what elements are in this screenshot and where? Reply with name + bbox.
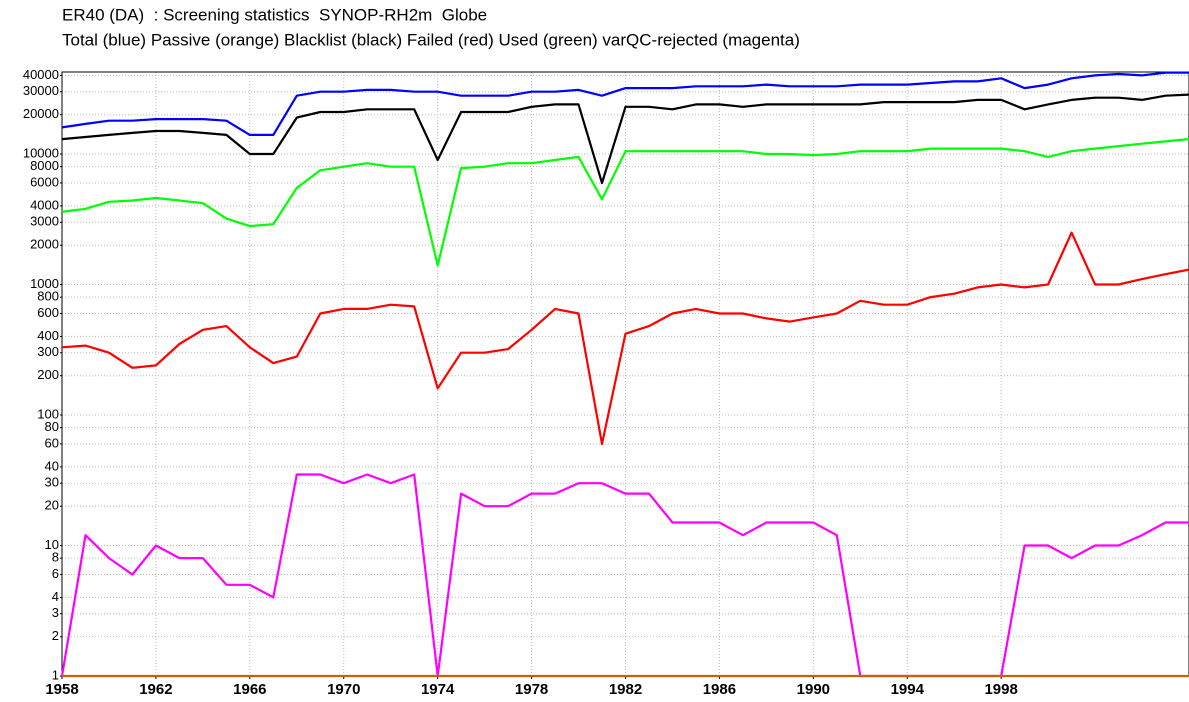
y-tick-label: 6000 — [30, 174, 59, 189]
y-tick-label: 10000 — [23, 145, 59, 160]
x-tick-label: 1978 — [515, 681, 548, 698]
x-tick-label: 1970 — [327, 681, 360, 698]
x-tick-label: 1958 — [45, 681, 78, 698]
y-tick-label: 2000 — [30, 237, 59, 252]
y-tick-label: 20000 — [23, 106, 59, 121]
y-tick-label: 3 — [52, 605, 59, 620]
y-tick-label: 3000 — [30, 214, 59, 229]
y-tick-label: 20 — [45, 498, 59, 513]
series-line — [61, 71, 1189, 136]
chart-subtitle: Total (blue) Passive (orange) Blacklist … — [62, 30, 800, 49]
y-tick-label: 6 — [52, 566, 59, 581]
y-tick-label: 100 — [37, 406, 59, 421]
y-tick-label: 10 — [45, 537, 59, 552]
x-tick-label: 1998 — [984, 681, 1017, 698]
y-tick-label: 2 — [52, 628, 59, 643]
y-tick-label: 8 — [52, 550, 59, 565]
x-tick-label: 1990 — [797, 681, 830, 698]
x-tick-label: 1966 — [233, 681, 266, 698]
x-tick-label: 1982 — [609, 681, 642, 698]
x-tick-label: 1962 — [139, 681, 172, 698]
y-tick-label: 200 — [37, 367, 59, 382]
y-tick-label: 30 — [45, 475, 59, 490]
y-tick-label: 30000 — [23, 83, 59, 98]
y-tick-label: 300 — [37, 344, 59, 359]
y-tick-label: 40000 — [23, 67, 59, 82]
y-tick-label: 4000 — [30, 197, 59, 212]
y-tick-label: 1 — [52, 667, 59, 682]
y-tick-label: 60 — [45, 435, 59, 450]
series-line — [61, 93, 1189, 185]
y-tick-label: 800 — [37, 289, 59, 304]
y-tick-label: 4 — [52, 589, 59, 604]
chart-title: ER40 (DA) : Screening statistics SYNOP-R… — [62, 5, 487, 24]
series-line — [61, 138, 1189, 267]
y-tick-label: 8000 — [30, 158, 59, 173]
y-tick-label: 1000 — [30, 276, 59, 291]
x-tick-label: 1986 — [703, 681, 736, 698]
y-tick-label: 600 — [37, 305, 59, 320]
y-tick-label: 400 — [37, 328, 59, 343]
x-tick-label: 1974 — [421, 681, 455, 698]
series-line — [61, 231, 1189, 446]
y-tick-label: 80 — [45, 419, 59, 434]
y-tick-label: 40 — [45, 458, 59, 473]
x-tick-label: 1994 — [891, 681, 925, 698]
